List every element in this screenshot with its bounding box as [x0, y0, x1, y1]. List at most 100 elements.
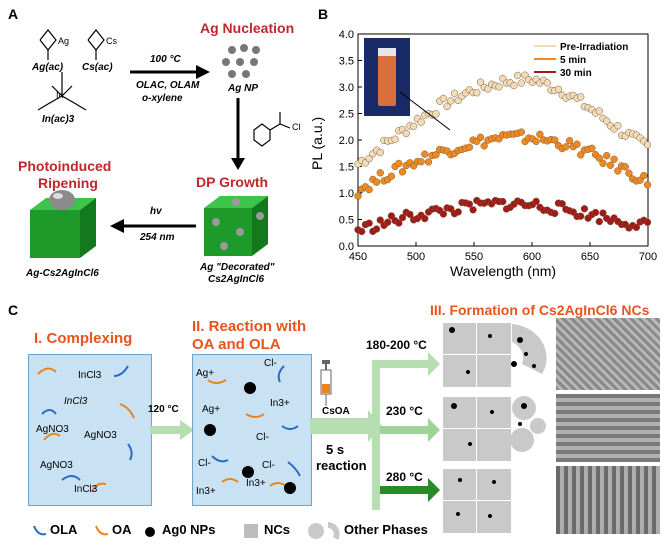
- data-point: [476, 78, 485, 86]
- uv-label: 254 nm: [140, 232, 175, 243]
- data-point: [621, 163, 629, 171]
- data-point: [410, 122, 418, 130]
- nc-legend-mark: [244, 524, 258, 538]
- data-point: [536, 130, 544, 138]
- legend-label: Pre-Irradiation: [560, 42, 628, 53]
- data-point: [603, 117, 611, 125]
- data-point: [625, 169, 633, 177]
- data-point: [591, 208, 600, 217]
- other-legend-circle: [308, 523, 324, 539]
- legend-label: 30 min: [560, 68, 592, 79]
- data-point: [384, 218, 392, 226]
- time-reaction: reaction: [316, 458, 367, 473]
- data-point: [417, 158, 425, 166]
- data-point: [465, 143, 474, 151]
- data-point: [603, 152, 611, 160]
- data-point: [614, 122, 622, 130]
- legend-ola: OLA: [50, 522, 78, 537]
- nc-tile: [476, 322, 512, 356]
- data-point: [499, 197, 507, 206]
- tem-image-3: [556, 466, 660, 534]
- data-point: [577, 212, 585, 220]
- y-tick-label: 4.0: [339, 29, 354, 41]
- data-point: [577, 93, 585, 101]
- data-point: [421, 150, 429, 158]
- data-point: [439, 94, 448, 103]
- data-point: [599, 209, 607, 217]
- data-point: [614, 167, 622, 175]
- box2-label-7: In3+: [246, 478, 266, 489]
- data-point: [577, 151, 585, 159]
- data-point: [476, 133, 485, 141]
- photo-title-1: Photoinduced: [18, 158, 112, 174]
- series-points: [354, 71, 652, 236]
- data-point: [495, 83, 503, 91]
- data-point: [354, 192, 362, 200]
- y-tick-label: 0.0: [339, 241, 354, 253]
- data-point: [595, 217, 603, 226]
- data-point: [454, 208, 462, 216]
- legend-oa: OA: [112, 522, 132, 537]
- nc-tile: [442, 322, 478, 356]
- benzoyl-cl-label: Cl: [292, 122, 301, 132]
- dp-green-cube: [204, 196, 268, 256]
- box2-label-1: Cl-: [264, 358, 277, 369]
- panel-c-legend-marks: [33, 522, 340, 540]
- x-ticks: 450 500 550 600 650 700: [349, 242, 657, 263]
- syringe-icon: [320, 360, 332, 406]
- box2-label-0: Ag+: [196, 368, 215, 379]
- data-point: [447, 205, 455, 213]
- series-1: [354, 128, 652, 200]
- box2-label-3: In3+: [270, 398, 290, 409]
- arrow-down: [231, 98, 245, 170]
- ag-symbol: Ag: [58, 36, 70, 46]
- data-point: [398, 168, 407, 176]
- condition-ligands: OLAC, OLAM: [136, 80, 200, 91]
- data-point: [580, 205, 589, 213]
- y-tick-label: 3.5: [339, 56, 354, 68]
- temp-120c: 120 °C: [148, 404, 179, 415]
- box1-label-4: AgNO3: [40, 460, 73, 471]
- data-point: [358, 227, 366, 236]
- step3-title: III. Formation of Cs2AgInCl6 NCs: [430, 302, 650, 318]
- box2-label-4: Cl-: [256, 432, 269, 443]
- data-point: [417, 118, 425, 126]
- box2-label-8: In3+: [196, 486, 216, 497]
- data-point: [558, 200, 566, 208]
- nc-tile: [442, 396, 478, 430]
- complexing-box: [28, 354, 152, 506]
- box1-label-1: InCl3: [64, 396, 88, 407]
- data-point: [424, 158, 433, 166]
- data-point: [473, 89, 481, 97]
- data-point: [387, 212, 396, 220]
- nc-tile: [476, 428, 512, 462]
- dp-label-line1: Ag "Decorated": [200, 262, 275, 273]
- nc-tile: [442, 500, 478, 534]
- vial-inset: [364, 38, 451, 131]
- data-point: [376, 148, 384, 157]
- other-legend-arc: [328, 522, 340, 540]
- data-point: [643, 141, 652, 149]
- data-point: [395, 159, 403, 168]
- data-point: [432, 151, 440, 159]
- photo-title-2: Ripening: [38, 175, 98, 191]
- product-label: Ag-Cs2AgInCl6: [26, 268, 99, 279]
- x-tick-label: 700: [639, 251, 657, 263]
- data-point: [532, 197, 540, 205]
- step1-title: I. Complexing: [34, 330, 133, 347]
- arrow-right-1: [130, 65, 210, 79]
- data-point: [554, 85, 563, 93]
- data-point: [365, 155, 373, 163]
- condition-solvent: o-xylene: [142, 93, 183, 104]
- data-point: [565, 136, 574, 145]
- box1-label-3: AgNO3: [84, 430, 117, 441]
- oa-legend-mark: [95, 525, 109, 536]
- data-point: [398, 213, 407, 222]
- box2-particles: [204, 365, 301, 494]
- product-green-cube: [30, 190, 96, 258]
- data-point: [543, 79, 551, 87]
- data-point: [395, 219, 403, 227]
- data-point: [595, 154, 603, 162]
- x-tick-label: 650: [581, 251, 599, 263]
- data-point: [632, 223, 641, 232]
